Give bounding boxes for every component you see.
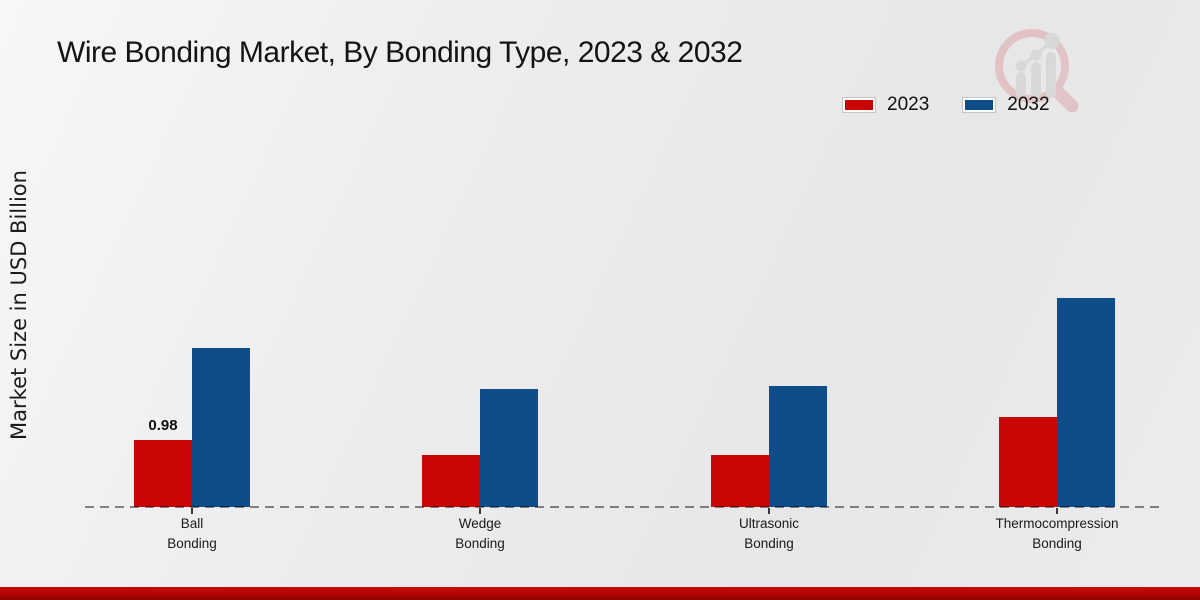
legend-swatch-2032 xyxy=(963,98,996,112)
category-label: Ball Bonding xyxy=(167,516,217,551)
bar-2032-cat0 xyxy=(192,348,250,507)
bar-2023-cat1 xyxy=(422,455,480,507)
legend-label-2032: 2032 xyxy=(1007,94,1050,115)
magnifier-bar-chart-icon xyxy=(995,29,1079,113)
legend-item-2023: 2023 xyxy=(843,94,929,116)
footer-accent-band xyxy=(0,587,1200,600)
legend: 2023 2032 xyxy=(843,94,1050,116)
x-axis-tick xyxy=(768,508,770,514)
bar-value-label: 0.98 xyxy=(148,417,178,434)
x-axis-baseline xyxy=(85,506,1165,508)
chart-title: Wire Bonding Market, By Bonding Type, 20… xyxy=(57,36,743,69)
x-axis-tick xyxy=(479,508,481,514)
bar-2023-cat0 xyxy=(134,440,192,507)
bar-2023-cat3 xyxy=(999,417,1057,507)
legend-item-2032: 2032 xyxy=(963,94,1050,116)
legend-label-2023: 2023 xyxy=(887,94,930,115)
bar-2032-cat1 xyxy=(480,389,538,507)
legend-swatch-2023 xyxy=(843,98,875,112)
bar-2032-cat2 xyxy=(769,386,827,507)
bar-2032-cat3 xyxy=(1057,298,1115,507)
category-label: Ultrasonic Bonding xyxy=(738,516,800,551)
category-label: Wedge Bonding xyxy=(455,516,505,551)
x-axis-tick xyxy=(191,508,193,514)
category-label: Thermocompression Bonding xyxy=(995,516,1119,551)
brand-watermark xyxy=(988,22,1084,118)
x-axis-tick xyxy=(1056,508,1058,514)
bar-2023-cat2 xyxy=(711,455,769,507)
